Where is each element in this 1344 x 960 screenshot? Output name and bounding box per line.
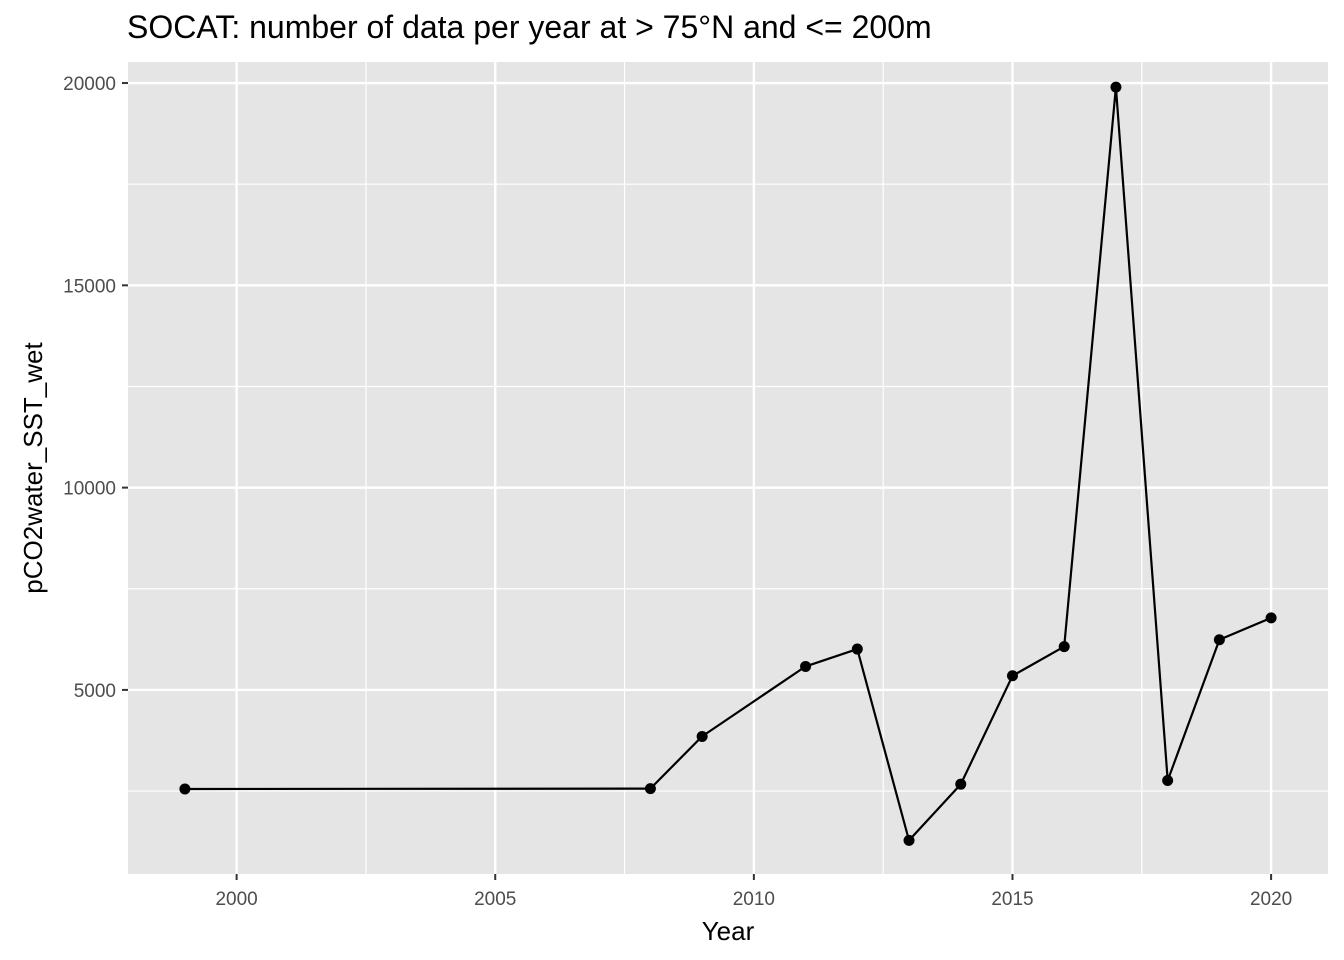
chart-title: SOCAT: number of data per year at > 75°N… bbox=[127, 9, 932, 45]
major-gridlines bbox=[128, 62, 1328, 874]
y-tick-label: 10000 bbox=[63, 479, 116, 500]
y-tick-label: 20000 bbox=[63, 74, 116, 95]
data-point bbox=[955, 778, 967, 790]
data-point bbox=[1110, 81, 1122, 93]
x-tick-label: 2015 bbox=[991, 889, 1033, 910]
data-point bbox=[903, 834, 915, 846]
data-point bbox=[800, 660, 812, 672]
y-tick-label: 15000 bbox=[63, 276, 116, 297]
data-point bbox=[1058, 641, 1070, 653]
data-point bbox=[1162, 775, 1174, 787]
data-point bbox=[1265, 612, 1277, 624]
x-tick-label: 2000 bbox=[215, 889, 257, 910]
data-point bbox=[696, 730, 708, 742]
data-point bbox=[1006, 670, 1018, 682]
x-axis: 2000 2005 2010 2015 2020 bbox=[215, 874, 1292, 910]
x-tick-label: 2020 bbox=[1250, 889, 1292, 910]
x-tick-label: 2005 bbox=[474, 889, 516, 910]
data-point bbox=[1213, 634, 1225, 646]
y-axis: 5000 10000 15000 20000 bbox=[63, 74, 128, 702]
data-point bbox=[179, 783, 191, 795]
plot-panel bbox=[128, 62, 1328, 874]
data-point bbox=[851, 643, 863, 655]
data-point bbox=[644, 783, 656, 795]
x-tick-label: 2010 bbox=[733, 889, 775, 910]
minor-gridlines bbox=[128, 62, 1328, 874]
y-tick-label: 5000 bbox=[74, 681, 116, 702]
x-axis-title: Year bbox=[702, 916, 755, 946]
data-points bbox=[179, 81, 1277, 846]
y-axis-title: pCO2water_SST_wet bbox=[18, 342, 48, 594]
